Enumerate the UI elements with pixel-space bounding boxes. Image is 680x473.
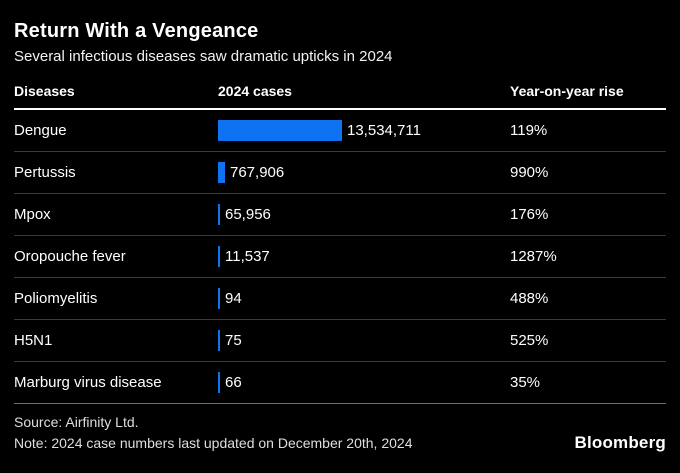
column-header-diseases: Diseases — [14, 83, 75, 99]
disease-name: Oropouche fever — [14, 248, 126, 265]
rise-value: 525% — [510, 332, 549, 349]
diseases-table: Diseases 2024 cases Year-on-year rise De… — [14, 83, 666, 404]
rise-value: 35% — [510, 374, 541, 391]
footnotes: Source: Airfinity Ltd. Note: 2024 case n… — [14, 412, 412, 454]
disease-name: H5N1 — [14, 332, 53, 349]
disease-name: Mpox — [14, 206, 51, 223]
table-row: Marburg virus disease 66 35% — [14, 362, 666, 404]
cases-bar — [218, 372, 220, 393]
cases-cell: 13,534,711 — [218, 120, 510, 141]
column-header-rise: Year-on-year rise — [510, 83, 624, 99]
cases-bar — [218, 330, 220, 351]
table-row: H5N1 75 525% — [14, 320, 666, 362]
cases-value: 65,956 — [225, 206, 271, 223]
rise-value: 990% — [510, 164, 549, 181]
rise-value: 1287% — [510, 248, 557, 265]
column-header-cases: 2024 cases — [218, 83, 292, 99]
note-text: Note: 2024 case numbers last updated on … — [14, 435, 413, 451]
table-body: Dengue 13,534,711 119% Pertussis 767,906… — [14, 110, 666, 404]
cases-value: 13,534,711 — [347, 122, 421, 139]
cases-bar — [218, 246, 220, 267]
cases-cell: 94 — [218, 288, 510, 309]
cases-cell: 75 — [218, 330, 510, 351]
cases-cell: 767,906 — [218, 162, 510, 183]
cases-bar — [218, 162, 225, 183]
table-row: Pertussis 767,906 990% — [14, 152, 666, 194]
cases-bar — [218, 204, 220, 225]
page-title: Return With a Vengeance — [14, 20, 259, 42]
disease-name: Poliomyelitis — [14, 290, 98, 307]
rise-value: 119% — [510, 122, 548, 139]
table-row: Mpox 65,956 176% — [14, 194, 666, 236]
table-row: Poliomyelitis 94 488% — [14, 278, 666, 320]
source-text: Source: Airfinity Ltd. — [14, 414, 139, 430]
rise-value: 488% — [510, 290, 549, 307]
page-subtitle: Several infectious diseases saw dramatic… — [14, 48, 393, 65]
cases-bar — [218, 120, 342, 141]
disease-name: Pertussis — [14, 164, 76, 181]
cases-value: 767,906 — [230, 164, 285, 181]
cases-cell: 65,956 — [218, 204, 510, 225]
cases-value: 75 — [225, 332, 242, 349]
table-header-row: Diseases 2024 cases Year-on-year rise — [14, 83, 666, 110]
cases-cell: 66 — [218, 372, 510, 393]
chart-footer: Source: Airfinity Ltd. Note: 2024 case n… — [14, 412, 666, 454]
rise-value: 176% — [510, 206, 549, 223]
table-row: Dengue 13,534,711 119% — [14, 110, 666, 152]
disease-name: Dengue — [14, 122, 67, 139]
bloomberg-logo: Bloomberg — [574, 433, 666, 452]
cases-value: 66 — [225, 374, 242, 391]
cases-cell: 11,537 — [218, 246, 510, 267]
cases-bar — [218, 288, 220, 309]
cases-value: 94 — [225, 290, 242, 307]
cases-value: 11,537 — [225, 248, 270, 265]
table-row: Oropouche fever 11,537 1287% — [14, 236, 666, 278]
disease-name: Marburg virus disease — [14, 374, 162, 391]
